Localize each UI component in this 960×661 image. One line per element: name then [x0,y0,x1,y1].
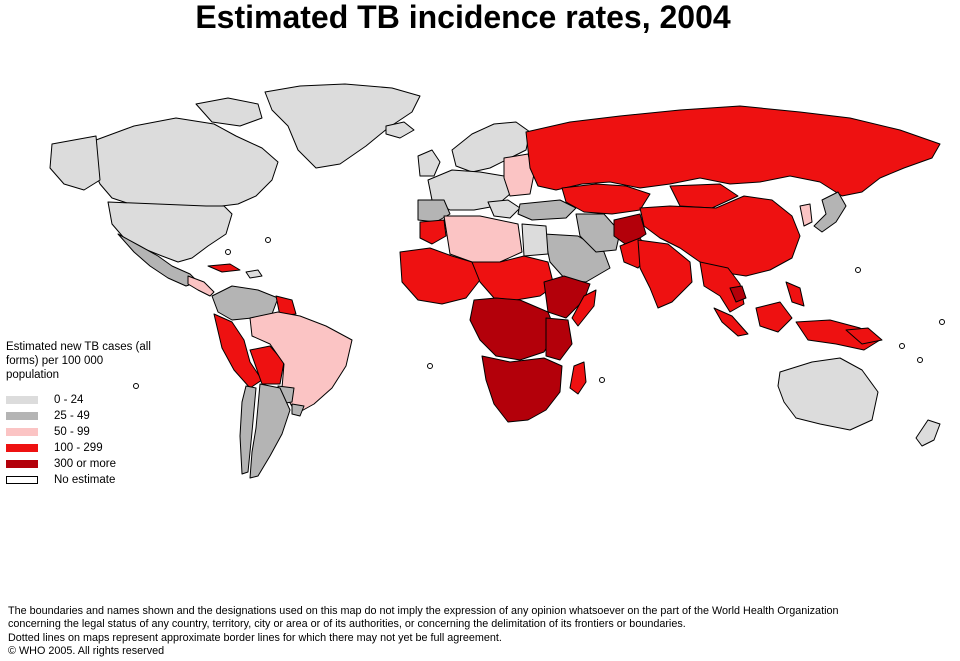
uk-ireland[interactable] [417,149,441,177]
small-island [265,237,271,243]
mongolia[interactable] [669,183,739,209]
legend-swatch [6,476,38,484]
scandinavia[interactable] [451,121,531,173]
legend-label: 50 - 99 [54,426,90,438]
bolivia[interactable] [249,345,285,385]
legend-row: 25 - 49 [6,408,156,424]
southeast-asia[interactable] [699,261,745,313]
legend-swatch [6,428,38,436]
legend: Estimated new TB cases (all forms) per 1… [6,340,156,488]
balkans[interactable] [487,199,521,219]
papua-new-guinea[interactable] [845,327,883,345]
legend-title: Estimated new TB cases (all forms) per 1… [6,341,151,381]
cambodia[interactable] [729,285,747,303]
central-africa[interactable] [469,297,557,361]
egypt[interactable] [521,223,549,257]
alaska[interactable] [49,135,101,191]
legend-swatch [6,444,38,452]
disclaimer: The boundaries and names shown and the d… [8,605,954,659]
morocco[interactable] [419,219,447,245]
small-island [133,383,139,389]
legend-label: 300 or more [54,458,117,470]
legend-label: 0 - 24 [54,394,84,406]
west-africa[interactable] [399,247,481,305]
small-island [599,377,605,383]
legend-swatch [6,396,38,404]
small-island [917,357,923,363]
uruguay[interactable] [291,403,305,417]
greenland[interactable] [264,83,421,169]
indonesia-sumatra[interactable] [713,307,749,337]
legend-label: 25 - 49 [54,410,90,422]
canada[interactable] [91,117,279,211]
sahel-central-africa[interactable] [471,255,555,301]
east-africa[interactable] [545,317,573,361]
iceland[interactable] [385,121,415,139]
korea[interactable] [799,203,813,227]
australia[interactable] [777,357,879,431]
india[interactable] [637,239,693,309]
legend-row: 300 or more [6,456,156,472]
china[interactable] [639,195,801,277]
somalia[interactable] [571,289,597,327]
iberia[interactable] [417,199,451,223]
russia[interactable] [525,105,941,197]
usa[interactable] [107,201,233,263]
central-america[interactable] [187,275,215,297]
legend-label: 100 - 299 [54,442,103,454]
legend-swatch [6,412,38,420]
philippines[interactable] [785,281,805,307]
small-island [855,267,861,273]
legend-row: 50 - 99 [6,424,156,440]
algeria-libya[interactable] [443,215,523,263]
legend-row: 0 - 24 [6,392,156,408]
indonesia-borneo[interactable] [755,301,793,333]
caribbean-islands[interactable] [245,269,263,279]
small-island [225,249,231,255]
japan[interactable] [813,191,847,233]
disclaimer-line: Dotted lines on maps represent approxima… [8,631,502,644]
small-island [899,343,905,349]
cuba[interactable] [207,263,241,273]
new-zealand[interactable] [915,419,941,447]
disclaimer-line: The boundaries and names shown and the d… [8,605,839,617]
world-map [49,83,945,479]
disclaimer-line: concerning the legal status of any count… [8,618,686,631]
turkey[interactable] [517,199,577,221]
madagascar[interactable] [569,361,587,395]
map-title: Estimated TB incidence rates, 2004 [195,0,731,35]
chile[interactable] [239,385,257,475]
brazil[interactable] [249,311,353,415]
legend-row: 100 - 299 [6,440,156,456]
legend-swatch [6,460,38,468]
small-island [939,319,945,325]
copyright: © WHO 2005. All rights reserved [8,645,165,658]
argentina[interactable] [249,383,291,479]
small-island [427,363,433,369]
guyana-suriname[interactable] [275,295,297,317]
arctic-islands[interactable] [195,97,263,127]
indonesia-east[interactable] [795,319,881,351]
legend-label: No estimate [54,474,116,486]
legend-row: No estimate [6,472,156,488]
iran[interactable] [575,213,621,253]
southern-africa[interactable] [481,355,563,423]
